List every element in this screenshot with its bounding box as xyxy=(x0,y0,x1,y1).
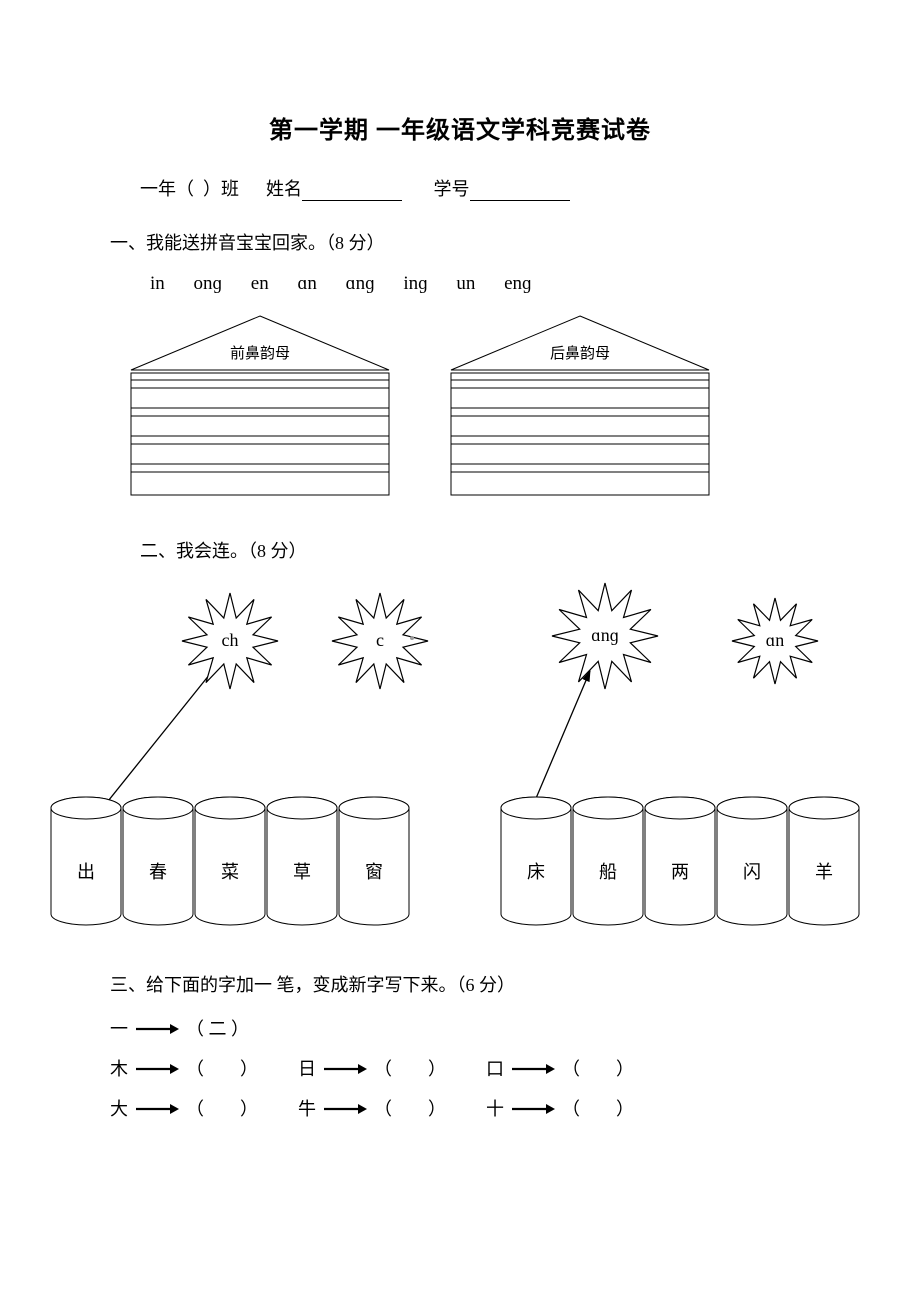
section2-heading: 二、我会连。（8 分） xyxy=(140,537,840,563)
cylinder: 两 xyxy=(644,796,716,926)
name-underline xyxy=(302,182,402,201)
star-label: c xyxy=(350,630,410,651)
starburst: ɑn xyxy=(730,596,820,691)
starburst: c xyxy=(330,591,430,696)
section2-area: ch c ɑnɡ ɑn 出 春 菜 草 窗 床 船 两 闪 xyxy=(80,581,840,961)
page-title: 第一学期 一年级语文学科竞赛试卷 xyxy=(80,110,840,145)
name-label: 姓名 xyxy=(266,179,302,199)
pinyin-list: in onɡ en ɑn ɑnɡ inɡ un enɡ xyxy=(150,273,840,295)
star-label: ɑn xyxy=(745,630,805,651)
arrow-right-icon xyxy=(134,1098,180,1119)
class-prefix: 一年（ xyxy=(140,179,194,199)
cylinder-label: 闪 xyxy=(716,858,788,884)
cylinder-row: 床 船 两 闪 羊 xyxy=(500,796,860,926)
from-char: 日 xyxy=(298,1055,316,1081)
from-char: 牛 xyxy=(298,1095,316,1121)
transform-row: 大 （ ） 牛 （ ） 十 （ ） xyxy=(110,1095,840,1121)
transform-item: 木 （ ） xyxy=(110,1055,258,1081)
transform-item: 口 （ ） xyxy=(486,1055,634,1081)
transform-item: 大 （ ） xyxy=(110,1095,258,1121)
arrow-right-icon xyxy=(510,1058,556,1079)
from-char: 十 xyxy=(486,1095,504,1121)
from-char: 口 xyxy=(486,1055,504,1081)
arrow-right-icon xyxy=(134,1018,180,1039)
cylinder-label: 两 xyxy=(644,858,716,884)
cylinder: 船 xyxy=(572,796,644,926)
arrow-right-icon xyxy=(322,1058,368,1079)
result-paren: （ ） xyxy=(562,1055,634,1081)
cylinder-row: 出 春 菜 草 窗 xyxy=(50,796,410,926)
cylinder-label: 菜 xyxy=(194,858,266,884)
houses-row: 前鼻韵母 后鼻韵母 xyxy=(130,315,840,497)
cylinder-label: 羊 xyxy=(788,858,860,884)
cylinder: 床 xyxy=(500,796,572,926)
cylinder-label: 船 xyxy=(572,858,644,884)
transform-row: 木 （ ） 日 （ ） 口 （ ） xyxy=(110,1055,840,1081)
result-paren: （ ） xyxy=(374,1095,446,1121)
cylinder: 闪 xyxy=(716,796,788,926)
id-label: 学号 xyxy=(434,179,470,199)
section3-heading: 三、给下面的字加一 笔，变成新字写下来。（6 分） xyxy=(110,971,840,997)
arrow-right-icon xyxy=(322,1098,368,1119)
cylinder: 出 xyxy=(50,796,122,926)
result-paren: （ ） xyxy=(562,1095,634,1121)
section3-rows: 一 （ 二 ） 木 （ ） 日 （ ） 口 （ ） 大 （ ） 牛 （ ） 十 … xyxy=(80,1015,840,1121)
cylinder-label: 春 xyxy=(122,858,194,884)
cylinder-label: 出 xyxy=(50,858,122,884)
star-label: ch xyxy=(200,630,260,651)
cylinder-label: 床 xyxy=(500,858,572,884)
arrow-right-icon xyxy=(134,1058,180,1079)
star-label: ɑnɡ xyxy=(575,625,635,646)
result-paren: （ ） xyxy=(374,1055,446,1081)
center-dot-icon xyxy=(410,636,414,640)
student-info-line: 一年（ ）班 姓名 学号 xyxy=(140,175,840,201)
transform-item: 日 （ ） xyxy=(298,1055,446,1081)
example-line: 一 （ 二 ） xyxy=(110,1015,840,1041)
exam-page: 第一学期 一年级语文学科竞赛试卷 一年（ ）班 姓名 学号 一、我能送拼音宝宝回… xyxy=(0,0,920,1302)
starburst: ch xyxy=(180,591,280,696)
arrow-right-icon xyxy=(510,1098,556,1119)
result-paren: （ ） xyxy=(186,1095,258,1121)
cylinder-label: 草 xyxy=(266,858,338,884)
cylinder: 草 xyxy=(266,796,338,926)
transform-item: 牛 （ ） xyxy=(298,1095,446,1121)
house-label: 前鼻韵母 xyxy=(230,345,290,362)
from-char: 一 xyxy=(110,1015,128,1041)
cylinder-label: 窗 xyxy=(338,858,410,884)
section1-heading: 一、我能送拼音宝宝回家。（8 分） xyxy=(110,229,840,255)
house: 前鼻韵母 xyxy=(130,315,390,497)
cylinder: 春 xyxy=(122,796,194,926)
result-paren: （ 二 ） xyxy=(186,1015,249,1041)
house: 后鼻韵母 xyxy=(450,315,710,497)
result-paren: （ ） xyxy=(186,1055,258,1081)
from-char: 木 xyxy=(110,1055,128,1081)
class-suffix: ）班 xyxy=(203,179,239,199)
cylinder: 菜 xyxy=(194,796,266,926)
house-shape: 前鼻韵母 xyxy=(130,315,390,497)
cylinder: 羊 xyxy=(788,796,860,926)
transform-item: 十 （ ） xyxy=(486,1095,634,1121)
cylinder: 窗 xyxy=(338,796,410,926)
starburst: ɑnɡ xyxy=(550,581,660,696)
id-underline xyxy=(470,182,570,201)
transform-item: 一 （ 二 ） xyxy=(110,1015,249,1041)
house-label: 后鼻韵母 xyxy=(550,345,610,362)
from-char: 大 xyxy=(110,1095,128,1121)
house-shape: 后鼻韵母 xyxy=(450,315,710,497)
